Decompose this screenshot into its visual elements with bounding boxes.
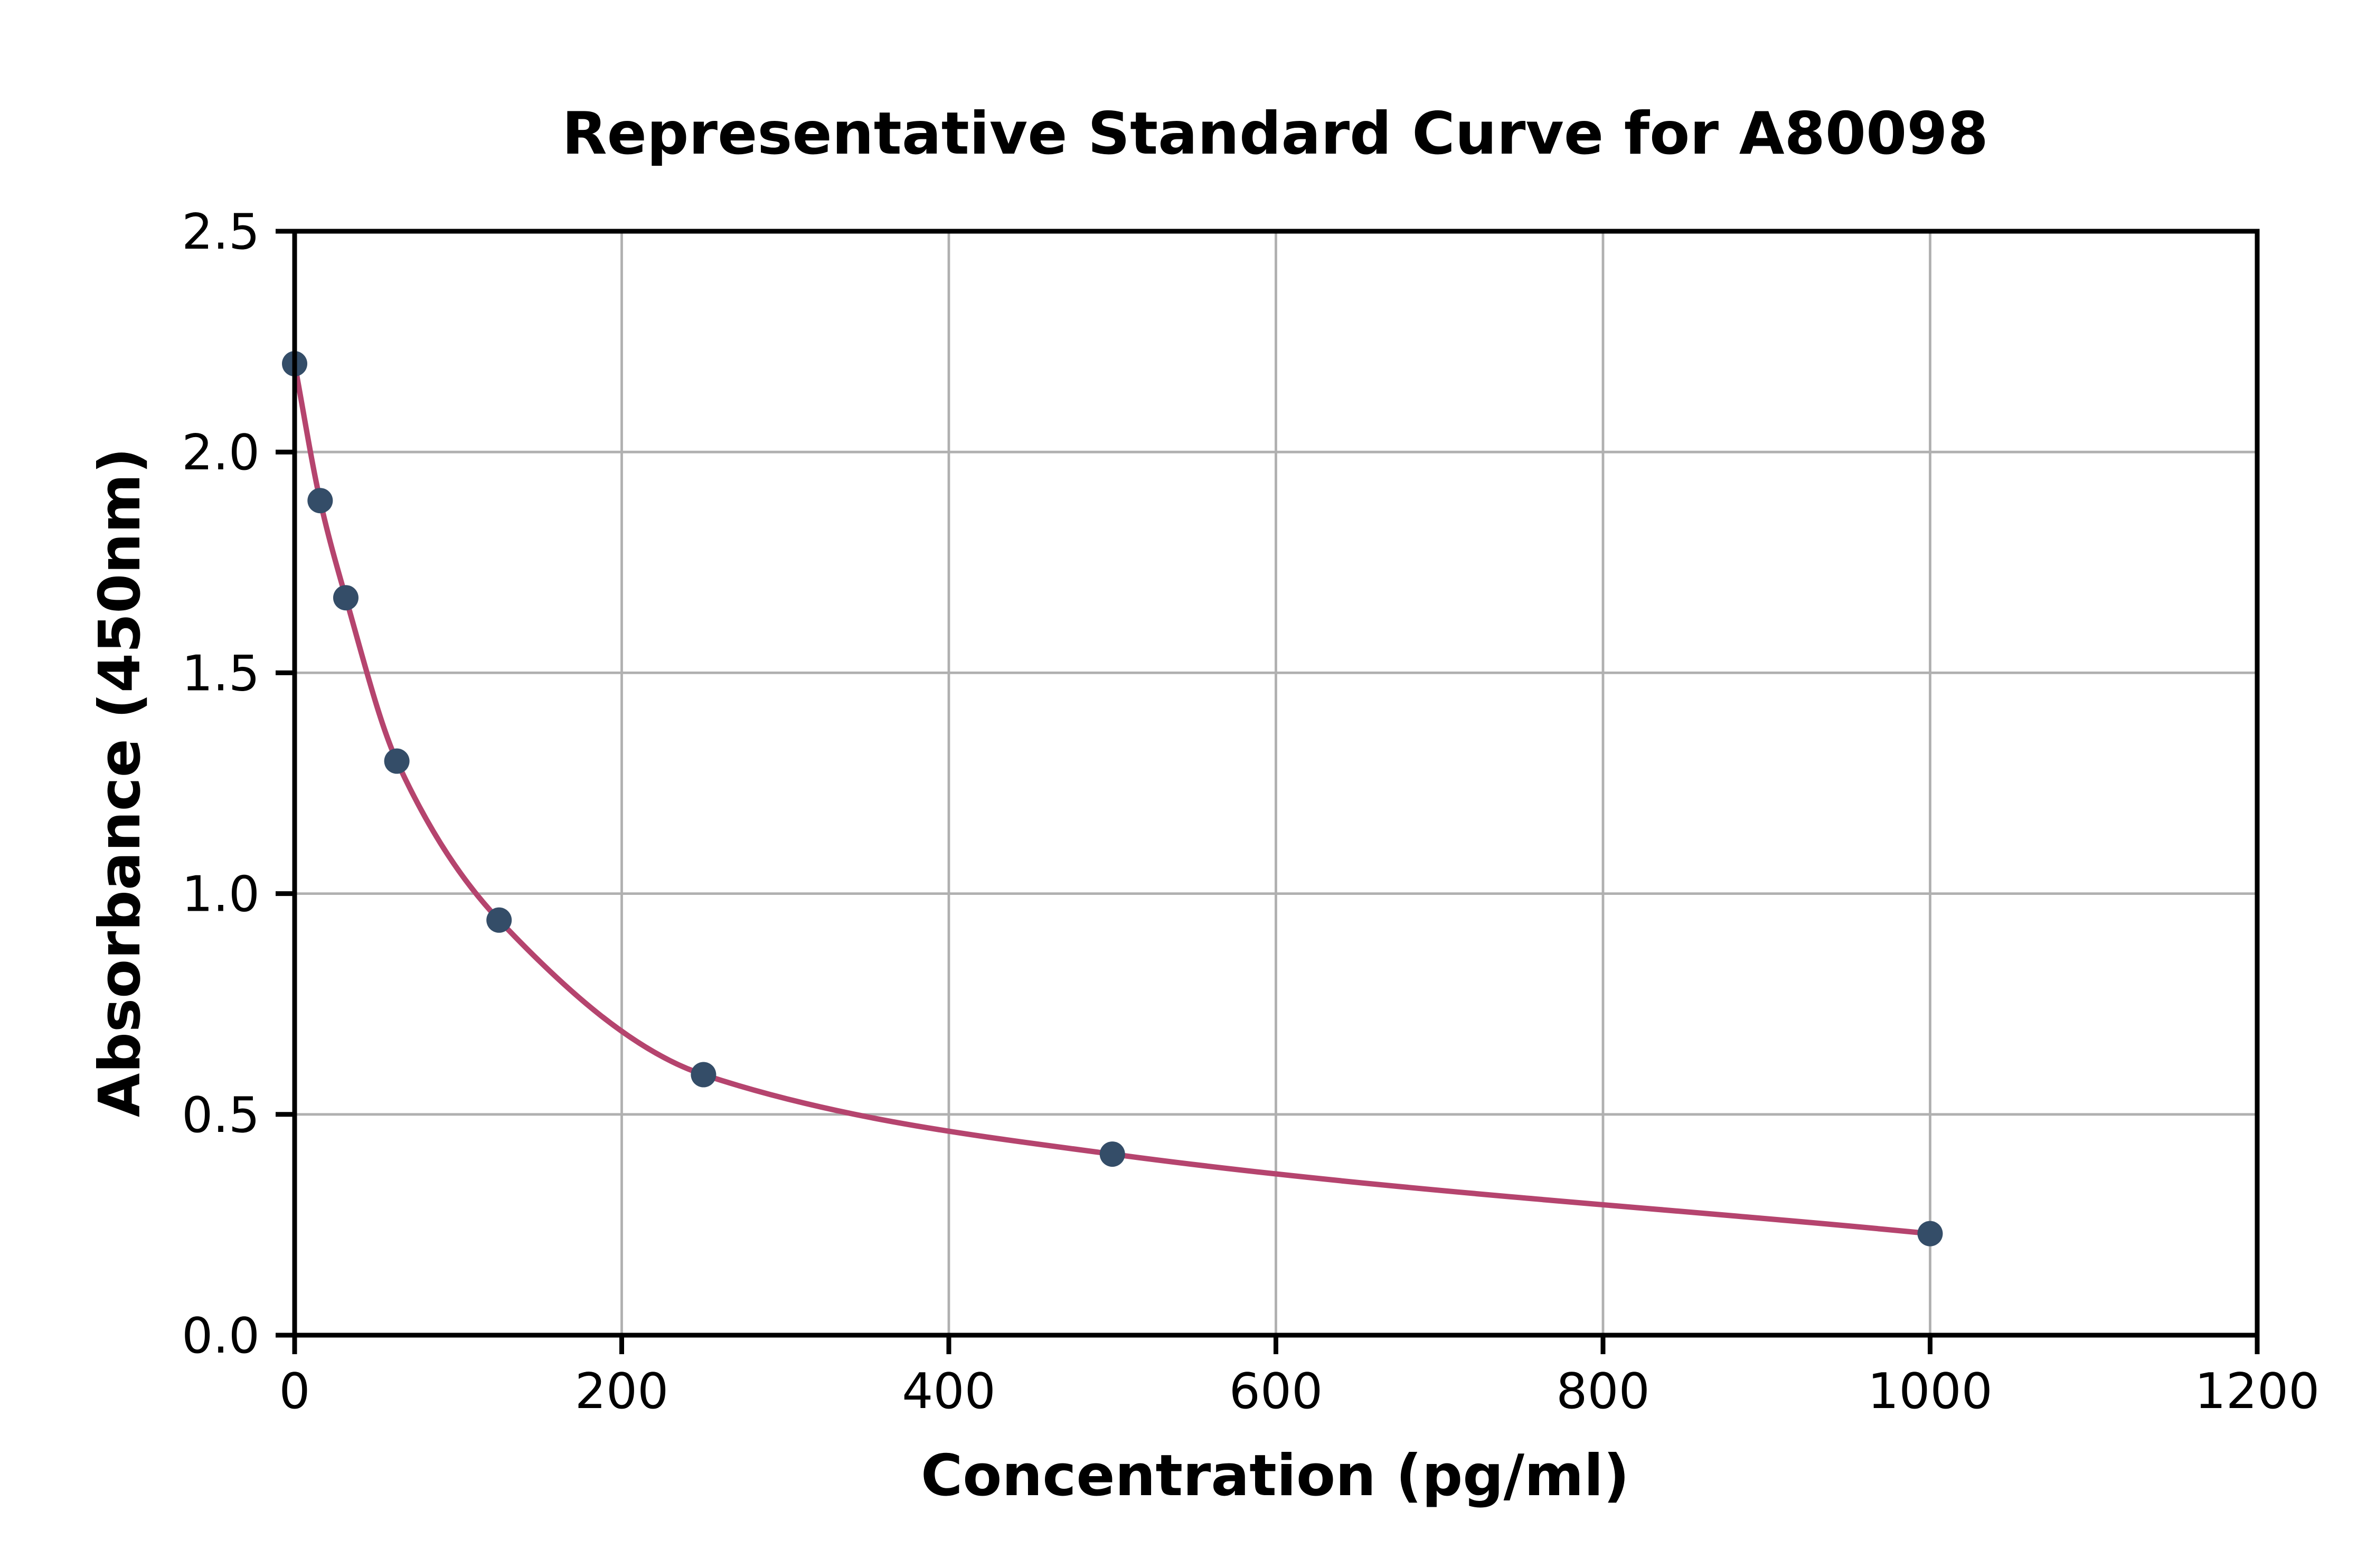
x-axis-label: Concentration (pg/ml) <box>921 1443 1629 1509</box>
data-point <box>1099 1141 1125 1167</box>
gridlines <box>293 230 2259 1337</box>
y-tick-label: 1.5 <box>182 645 260 702</box>
data-point <box>333 585 359 611</box>
y-tick-label: 1.0 <box>182 866 260 923</box>
data-point <box>384 748 410 774</box>
x-tick-label: 800 <box>1556 1363 1650 1420</box>
y-tick-label: 0.0 <box>182 1307 260 1364</box>
x-tick-label: 1000 <box>1868 1363 1993 1420</box>
x-tick-label: 1200 <box>2195 1363 2320 1420</box>
data-point <box>691 1062 716 1088</box>
y-tick-label: 2.0 <box>182 424 260 481</box>
data-points <box>282 351 1943 1246</box>
data-point <box>307 488 333 514</box>
x-tick-label: 400 <box>902 1363 996 1420</box>
y-tick-label: 2.5 <box>182 203 260 260</box>
data-point <box>1917 1221 1943 1246</box>
data-point <box>486 907 512 933</box>
tick-labels: 0 200 400 600 800 1000 1200 0.0 0.5 1.0 1.5 2.0 2.5 <box>182 203 2320 1420</box>
x-tick-label: 0 <box>279 1363 310 1420</box>
x-tick-label: 200 <box>575 1363 669 1420</box>
axes <box>276 229 2260 1354</box>
y-tick-label: 0.5 <box>182 1087 260 1144</box>
chart-title: Representative Standard Curve for A80098 <box>562 100 1988 168</box>
fitted-curve <box>291 361 1933 1236</box>
y-axis-label: Absorbance (450nm) <box>87 448 153 1117</box>
x-tick-label: 600 <box>1229 1363 1323 1420</box>
